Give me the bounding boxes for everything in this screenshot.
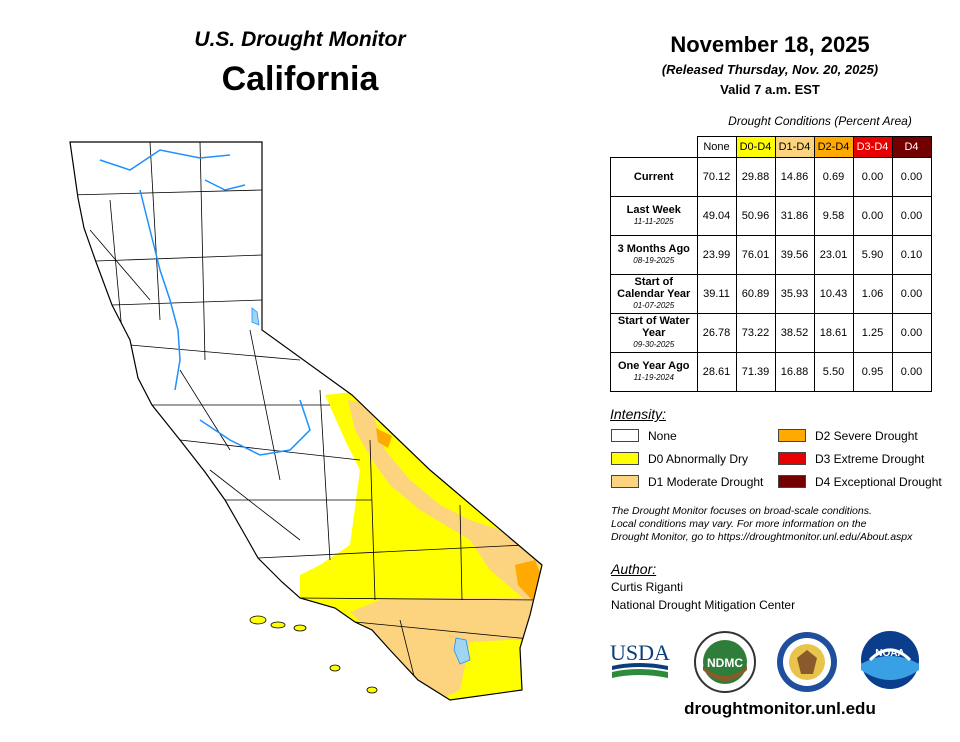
channel-islands xyxy=(249,615,378,694)
table-cell: 18.61 xyxy=(813,313,854,353)
table-cell: 1.06 xyxy=(852,274,893,314)
legend-swatch xyxy=(778,452,806,465)
table-cell: 39.11 xyxy=(696,274,737,314)
row-label: Start of Calendar Year 01-07-2025 xyxy=(610,274,698,314)
lakes xyxy=(251,307,471,665)
legend-label: None xyxy=(648,429,677,443)
table-cell: 71.39 xyxy=(735,352,776,392)
d1-area-east xyxy=(348,400,542,600)
legend-label: D4 Exceptional Drought xyxy=(815,475,942,489)
legend-label: D3 Extreme Drought xyxy=(815,452,925,466)
legend-swatch xyxy=(611,429,639,442)
table-cell: 23.01 xyxy=(813,235,854,275)
usda-logo: USDA xyxy=(610,640,670,678)
row-label: 3 Months Ago 08-19-2025 xyxy=(610,235,698,275)
table-cell: 35.93 xyxy=(774,274,815,314)
map-title: U.S. Drought Monitor xyxy=(194,28,406,51)
table-cell: 9.58 xyxy=(813,196,854,236)
row-label: Current xyxy=(610,157,698,197)
row-label: Last Week 11-11-2025 xyxy=(610,196,698,236)
legend-title: Intensity: xyxy=(610,406,667,422)
note-line: Local conditions may vary. For more info… xyxy=(611,518,867,530)
table-caption: Drought Conditions (Percent Area) xyxy=(728,114,912,128)
table-row: One Year Ago 11-19-2024 28.61 71.39 16.88 5.5… xyxy=(610,352,932,392)
table-cell: 0.00 xyxy=(891,313,932,353)
report-date: November 18, 2025 xyxy=(670,32,870,57)
table-cell: 5.90 xyxy=(852,235,893,275)
table-cell: 49.04 xyxy=(696,196,737,236)
table-row: Current 70.12 29.88 14.86 0.69 0.00 0.00 xyxy=(610,157,932,197)
table-row: Start of Calendar Year 01-07-2025 39.11 60.… xyxy=(610,274,932,314)
legend-label: D0 Abnormally Dry xyxy=(648,452,749,466)
note-line: The Drought Monitor focuses on broad-sca… xyxy=(611,505,872,517)
table-cell: 70.12 xyxy=(696,157,737,197)
note-line: Drought Monitor, go to https://droughtmo… xyxy=(611,531,913,543)
legend-swatch xyxy=(611,475,639,488)
table-cell: 50.96 xyxy=(735,196,776,236)
table-cell: 0.10 xyxy=(891,235,932,275)
california-drought-map xyxy=(69,141,543,701)
usda-logo-text: USDA xyxy=(610,640,670,665)
table-cell: 1.25 xyxy=(852,313,893,353)
table-cell: 0.00 xyxy=(891,157,932,197)
table-cell: 0.00 xyxy=(891,196,932,236)
table-cell: 14.86 xyxy=(774,157,815,197)
col-header: D2-D4 xyxy=(813,136,854,158)
table-cell: 31.86 xyxy=(774,196,815,236)
col-header: D1-D4 xyxy=(774,136,815,158)
table-cell: 28.61 xyxy=(696,352,737,392)
table-cell: 73.22 xyxy=(735,313,776,353)
state-outline xyxy=(69,141,543,701)
legend-label: D1 Moderate Drought xyxy=(648,475,764,489)
d1-area-south xyxy=(350,598,540,700)
legend-swatch xyxy=(778,429,806,442)
table-cell: 23.99 xyxy=(696,235,737,275)
author-heading: Author: xyxy=(611,561,657,577)
col-header: None xyxy=(696,136,737,158)
noaa-logo: NOAA xyxy=(861,631,919,689)
table-cell: 0.00 xyxy=(852,157,893,197)
drought-conditions-table: None D0-D4 D1-D4 D2-D4 D3-D4 D4 Current 7… xyxy=(610,136,932,392)
author-name: Curtis Riganti xyxy=(611,580,684,594)
ndmc-logo-text: NDMC xyxy=(707,656,743,670)
table-cell: 60.89 xyxy=(735,274,776,314)
table-cell: 76.01 xyxy=(735,235,776,275)
table-cell: 5.50 xyxy=(813,352,854,392)
table-cell: 0.00 xyxy=(891,352,932,392)
legend-swatch xyxy=(778,475,806,488)
col-header: D3-D4 xyxy=(852,136,893,158)
disclaimer-note: The Drought Monitor focuses on broad-sca… xyxy=(611,505,946,544)
table-cell: 16.88 xyxy=(774,352,815,392)
legend-label: D2 Severe Drought xyxy=(815,429,918,443)
table-cell: 0.00 xyxy=(852,196,893,236)
ndmc-logo: NDMC xyxy=(694,631,756,693)
table-row: Start of Water Year 09-30-2025 26.78 73.22 3… xyxy=(610,313,932,353)
table-cell: 0.69 xyxy=(813,157,854,197)
table-cell: 0.00 xyxy=(891,274,932,314)
table-cell: 10.43 xyxy=(813,274,854,314)
row-label: Start of Water Year 09-30-2025 xyxy=(610,313,698,353)
table-row: Last Week 11-11-2025 49.04 50.96 31.86 9.58 0.… xyxy=(610,196,932,236)
commerce-seal xyxy=(777,632,837,692)
table-cell: 29.88 xyxy=(735,157,776,197)
website-url[interactable]: droughtmonitor.unl.edu xyxy=(684,699,876,718)
d2-area-1 xyxy=(376,428,392,448)
table-cell: 39.56 xyxy=(774,235,815,275)
table-cell: 0.95 xyxy=(852,352,893,392)
valid-time: Valid 7 a.m. EST xyxy=(720,82,820,97)
release-date: (Released Thursday, Nov. 20, 2025) xyxy=(661,62,879,77)
col-header: D4 xyxy=(891,136,932,158)
col-header: D0-D4 xyxy=(735,136,776,158)
county-boundaries xyxy=(70,142,541,700)
legend-swatch xyxy=(611,452,639,465)
author-org: National Drought Mitigation Center xyxy=(611,598,796,612)
row-label: One Year Ago 11-19-2024 xyxy=(610,352,698,392)
noaa-logo-text: NOAA xyxy=(875,648,904,659)
table-cell: 38.52 xyxy=(774,313,815,353)
table-cell: 26.78 xyxy=(696,313,737,353)
table-row: 3 Months Ago 08-19-2025 23.99 76.01 39.56 23.… xyxy=(610,235,932,275)
rivers xyxy=(99,149,311,456)
state-name: California xyxy=(221,60,379,98)
